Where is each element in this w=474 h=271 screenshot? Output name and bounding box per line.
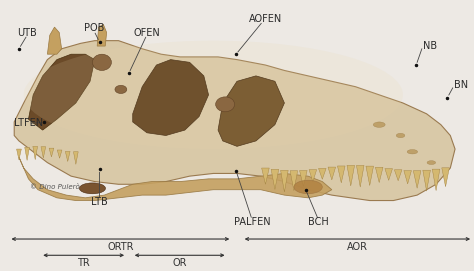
Polygon shape bbox=[262, 168, 269, 184]
Text: POB: POB bbox=[84, 24, 104, 33]
Polygon shape bbox=[366, 166, 374, 186]
Text: ORTR: ORTR bbox=[107, 242, 134, 251]
Text: NB: NB bbox=[423, 41, 437, 51]
Polygon shape bbox=[14, 41, 455, 201]
Ellipse shape bbox=[115, 85, 127, 93]
Ellipse shape bbox=[407, 150, 418, 154]
Polygon shape bbox=[404, 170, 411, 184]
Polygon shape bbox=[385, 169, 392, 180]
Text: TR: TR bbox=[77, 258, 90, 268]
Text: AOFEN: AOFEN bbox=[249, 14, 282, 24]
Polygon shape bbox=[413, 171, 421, 188]
Polygon shape bbox=[300, 170, 307, 186]
Polygon shape bbox=[33, 146, 37, 160]
Polygon shape bbox=[319, 168, 326, 179]
Ellipse shape bbox=[396, 133, 405, 138]
Text: PALFEN: PALFEN bbox=[234, 217, 271, 227]
Polygon shape bbox=[394, 170, 402, 181]
Text: LTFEN: LTFEN bbox=[14, 118, 43, 128]
Ellipse shape bbox=[216, 97, 235, 112]
Polygon shape bbox=[49, 148, 54, 157]
Polygon shape bbox=[218, 76, 284, 146]
Ellipse shape bbox=[24, 41, 403, 149]
Text: BN: BN bbox=[454, 80, 468, 90]
Ellipse shape bbox=[427, 161, 436, 164]
Polygon shape bbox=[309, 170, 317, 182]
Polygon shape bbox=[73, 152, 78, 164]
Ellipse shape bbox=[92, 54, 111, 70]
Text: UTB: UTB bbox=[18, 28, 37, 37]
Polygon shape bbox=[347, 165, 355, 186]
Ellipse shape bbox=[374, 122, 385, 127]
Polygon shape bbox=[17, 149, 21, 160]
Polygon shape bbox=[28, 54, 95, 130]
Text: OR: OR bbox=[173, 258, 187, 268]
Polygon shape bbox=[442, 168, 449, 187]
Polygon shape bbox=[432, 169, 440, 191]
Text: LTB: LTB bbox=[91, 197, 108, 207]
Ellipse shape bbox=[294, 180, 322, 194]
Polygon shape bbox=[290, 171, 298, 191]
Polygon shape bbox=[57, 150, 62, 158]
Text: © Dino Pulerò: © Dino Pulerò bbox=[30, 184, 79, 190]
Polygon shape bbox=[47, 27, 62, 54]
Polygon shape bbox=[65, 151, 70, 162]
Ellipse shape bbox=[80, 183, 105, 194]
Polygon shape bbox=[133, 60, 209, 136]
Polygon shape bbox=[328, 167, 336, 180]
Text: AOR: AOR bbox=[347, 242, 368, 251]
Polygon shape bbox=[356, 165, 364, 187]
Polygon shape bbox=[25, 147, 29, 160]
Polygon shape bbox=[41, 147, 46, 158]
Polygon shape bbox=[19, 157, 332, 201]
Text: BCH: BCH bbox=[308, 217, 329, 227]
Polygon shape bbox=[337, 166, 345, 183]
Polygon shape bbox=[281, 170, 288, 192]
Polygon shape bbox=[423, 170, 430, 191]
Polygon shape bbox=[271, 169, 279, 189]
Text: OFEN: OFEN bbox=[134, 28, 160, 37]
Polygon shape bbox=[375, 167, 383, 183]
Polygon shape bbox=[97, 24, 107, 46]
